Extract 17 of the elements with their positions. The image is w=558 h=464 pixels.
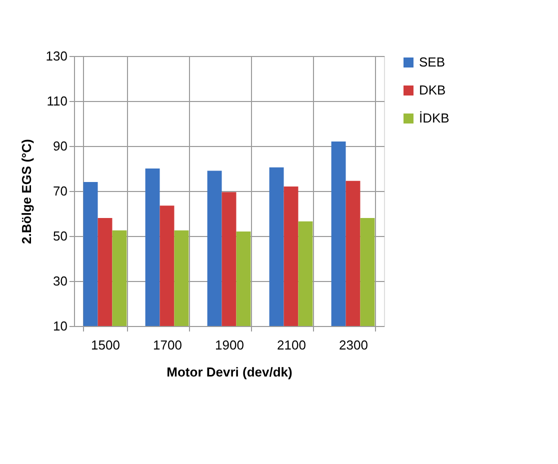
legend-label: DKB [419, 82, 446, 98]
x-tick-label: 1500 [91, 338, 120, 352]
x-tick-label: 1900 [215, 338, 244, 352]
x-tick-label: 2300 [339, 338, 368, 352]
x-axis-title: Motor Devri (dev/dk) [166, 364, 292, 380]
y-tick-label: 110 [46, 94, 68, 108]
y-tick-label: 90 [53, 138, 68, 154]
y-axis-title: 2.Bölge EGS (°C) [18, 139, 34, 244]
x-tick-label: 2100 [277, 338, 306, 352]
y-tick-label: 130 [46, 48, 68, 64]
y-tick-label: 70 [53, 184, 68, 198]
y-tick-label: 10 [53, 318, 68, 334]
legend-label: SEB [419, 54, 446, 70]
legend-label: İDKB [419, 110, 450, 126]
y-tick-label: 50 [53, 228, 68, 244]
y-tick-label: 30 [53, 274, 68, 288]
x-tick-label: 1700 [153, 338, 182, 352]
